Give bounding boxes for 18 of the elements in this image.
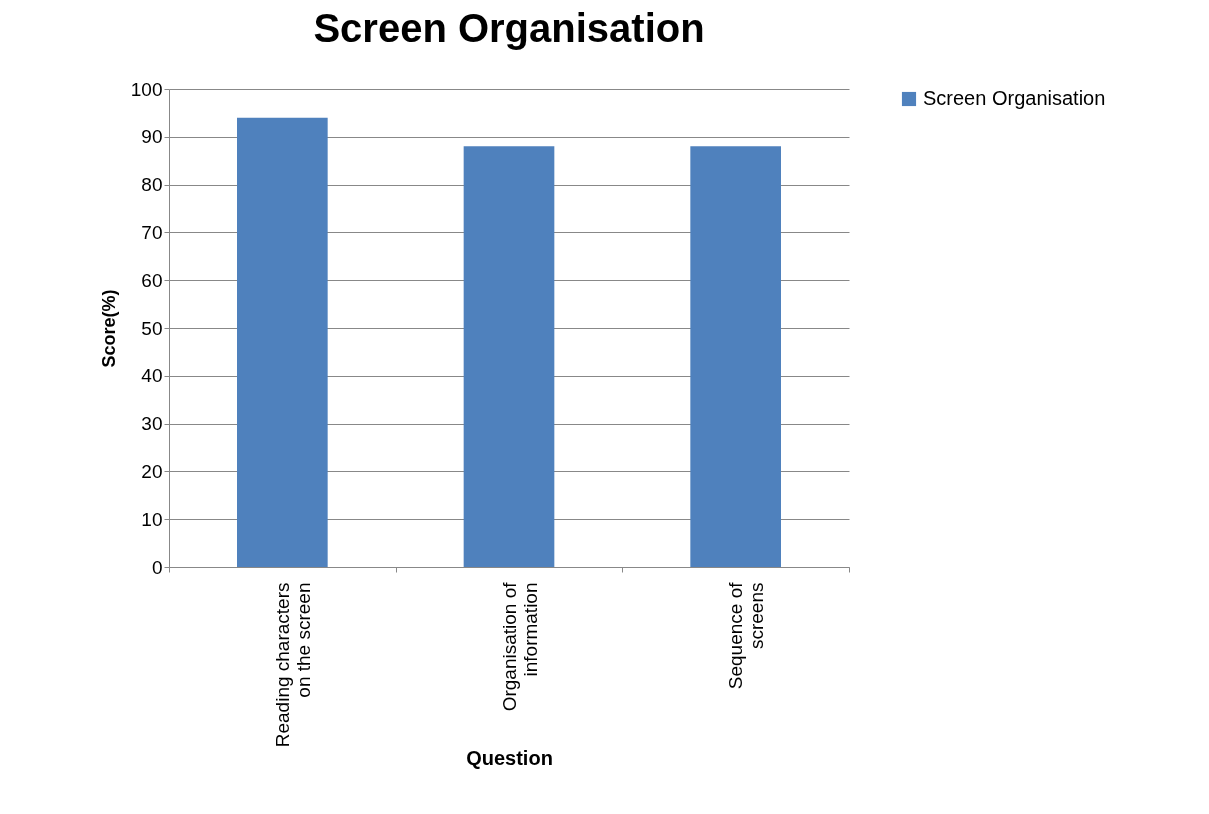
y-tick-label: 60: [141, 269, 163, 291]
y-tick-label: 20: [141, 460, 163, 482]
y-tick-label: 0: [151, 556, 163, 578]
x-tick-label: Organisation of information: [498, 581, 541, 712]
y-axis-title: Score(%): [98, 289, 119, 368]
x-tick-label: Reading characters on the screen: [271, 582, 314, 748]
y-tick-label: 10: [141, 508, 163, 530]
y-tick-label: 50: [141, 317, 163, 339]
chart-title: Screen Organisation: [313, 6, 705, 50]
y-tick-label: 40: [141, 365, 163, 387]
y-tick-label: 30: [141, 413, 163, 435]
y-tick-label: 90: [141, 126, 163, 148]
legend-label: Screen Organisation: [923, 87, 1106, 109]
y-tick-label: 70: [141, 221, 163, 243]
y-tick-label: 100: [130, 78, 163, 100]
x-axis-title: Question: [466, 747, 553, 770]
y-tick-label: 80: [141, 174, 163, 196]
x-tick-label: Sequence of screens: [725, 581, 768, 690]
